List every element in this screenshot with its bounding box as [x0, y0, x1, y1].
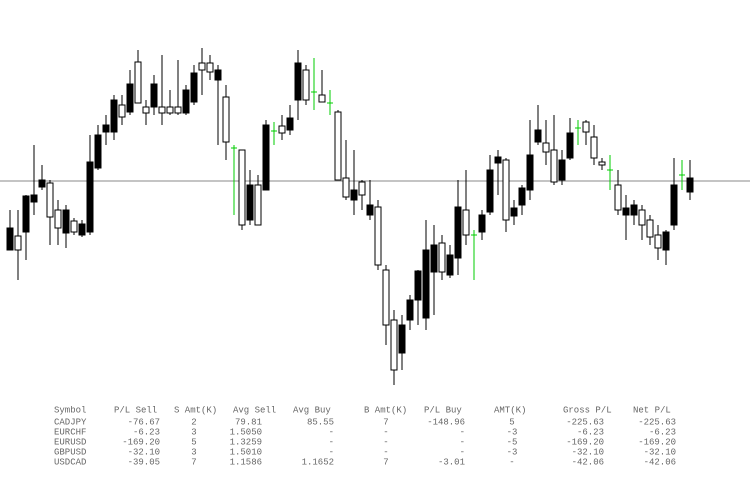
value-cell: 7: [383, 457, 388, 467]
value-cell: -76.67: [128, 417, 160, 427]
candle-doji: [231, 58, 685, 280]
column-header: S Amt(K): [174, 405, 217, 415]
value-cell: -32.10: [572, 447, 604, 457]
value-cell: -: [329, 447, 334, 457]
value-cell: 1.5010: [230, 447, 262, 457]
column-header: P/L Sell: [114, 405, 157, 415]
candle-bodies-down: [6, 62, 694, 354]
value-cell: -: [460, 437, 465, 447]
value-cell: -42.06: [572, 457, 604, 467]
value-cell: 1.1652: [302, 457, 334, 467]
column-header: Net P/L: [633, 405, 671, 415]
candle-bodies-up: [14, 61, 662, 371]
column-header: B Amt(K): [364, 405, 407, 415]
positions-table: Symbol P/L Sell S Amt(K) Avg Sell Avg Buy B A…: [54, 405, 676, 467]
value-cell: -225.63: [638, 417, 676, 427]
value-cell: -3.01: [438, 457, 465, 467]
symbol-cell: USDCAD: [54, 457, 86, 467]
value-cell: 3: [191, 447, 196, 457]
value-cell: 1.3259: [230, 437, 262, 447]
value-cell: -6.23: [649, 427, 676, 437]
column-header: AMT(K): [494, 405, 526, 415]
symbol-cell: EURCHF: [54, 427, 86, 437]
value-cell: 2: [191, 417, 196, 427]
column-header: Avg Sell: [233, 405, 276, 415]
value-cell: 1.1586: [230, 457, 262, 467]
value-cell: -: [383, 447, 388, 457]
value-cell: 85.55: [307, 417, 334, 427]
value-cell: -3: [507, 447, 518, 457]
value-cell: 79.81: [235, 417, 262, 427]
value-cell: -169.20: [122, 437, 160, 447]
value-cell: -6.23: [577, 427, 604, 437]
column-header: Gross P/L: [563, 405, 612, 415]
value-cell: -6.23: [133, 427, 160, 437]
value-cell: 5: [509, 417, 514, 427]
value-cell: 5: [191, 437, 196, 447]
symbol-cell: EURUSD: [54, 437, 86, 447]
value-cell: -39.05: [128, 457, 160, 467]
column-header: Avg Buy: [293, 405, 331, 415]
value-cell: -169.20: [638, 437, 676, 447]
symbol-cell: CADJPY: [54, 417, 87, 427]
value-cell: 7: [191, 457, 196, 467]
column-header: Symbol: [54, 405, 86, 415]
value-cell: -: [329, 427, 334, 437]
value-cell: -: [383, 427, 388, 437]
value-cell: -: [329, 437, 334, 447]
value-cell: -: [460, 447, 465, 457]
value-cell: 3: [191, 427, 196, 437]
value-cell: 7: [383, 417, 388, 427]
value-cell: -: [509, 457, 514, 467]
value-cell: -32.10: [128, 447, 160, 457]
value-cell: -: [460, 427, 465, 437]
symbol-cell: GBPUSD: [54, 447, 86, 457]
value-cell: -148.96: [427, 417, 465, 427]
value-cell: -5: [507, 437, 518, 447]
value-cell: -: [383, 437, 388, 447]
column-header: P/L Buy: [424, 405, 462, 415]
value-cell: -169.20: [566, 437, 604, 447]
value-cell: -225.63: [566, 417, 604, 427]
value-cell: 1.5050: [230, 427, 262, 437]
candle-wicks: [9, 48, 691, 385]
value-cell: -32.10: [644, 447, 676, 457]
value-cell: -42.06: [644, 457, 676, 467]
value-cell: -3: [507, 427, 518, 437]
